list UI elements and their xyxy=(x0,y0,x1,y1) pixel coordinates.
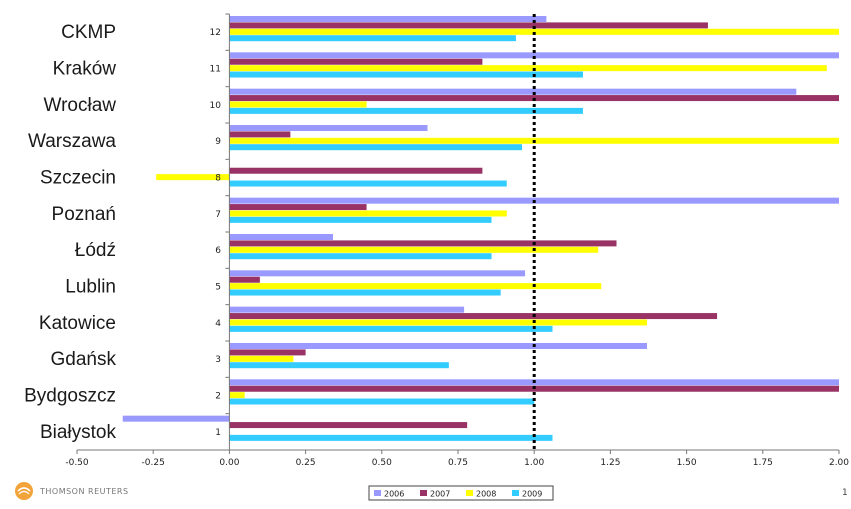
legend-swatch-2009 xyxy=(512,490,519,496)
bar-2009-8 xyxy=(229,289,501,296)
bar-2009-6 xyxy=(229,216,492,223)
bar-2006-4 xyxy=(229,125,428,131)
x-tick-label: 0.00 xyxy=(219,458,239,468)
bar-2008-1 xyxy=(229,28,839,35)
bar-2006-3 xyxy=(229,88,797,95)
category-number: 2 xyxy=(215,392,221,402)
bar-2006-12 xyxy=(122,415,230,422)
category-number: 1 xyxy=(215,428,221,438)
bar-2009-9 xyxy=(229,325,553,332)
category-label: Łódź xyxy=(75,240,116,261)
x-tick-label: 0.75 xyxy=(448,458,468,468)
legend-label: 2009 xyxy=(522,490,542,499)
category-number: 12 xyxy=(210,28,221,38)
brand-name: THOMSON REUTERS xyxy=(40,486,129,496)
category-label: Lublin xyxy=(65,277,116,298)
category-number: 10 xyxy=(210,101,222,111)
bar-2006-9 xyxy=(229,306,465,313)
bar-2007-5 xyxy=(229,167,483,174)
bar-2008-9 xyxy=(229,319,647,326)
bar-2007-4 xyxy=(229,131,291,138)
bar-2007-6 xyxy=(229,204,367,211)
legend-swatch-2008 xyxy=(466,490,473,496)
bar-2006-10 xyxy=(229,343,647,349)
bar-2008-3 xyxy=(229,101,367,108)
bar-2009-2 xyxy=(229,71,583,78)
bar-2007-8 xyxy=(229,276,260,283)
bar-2008-5 xyxy=(156,174,230,181)
legend-label: 2006 xyxy=(384,490,404,499)
category-label: Katowice xyxy=(39,313,116,334)
x-tick-label: 2.00 xyxy=(829,458,849,468)
legend-label: 2008 xyxy=(476,490,496,499)
legend-swatch-2006 xyxy=(374,490,381,496)
x-tick-label: 1.25 xyxy=(600,458,620,468)
x-tick-label: 1.75 xyxy=(753,458,773,468)
x-tick-label: 0.25 xyxy=(296,458,316,468)
category-label: Białystok xyxy=(40,422,117,443)
category-number: 4 xyxy=(215,319,221,329)
bar-2009-7 xyxy=(229,253,492,260)
thomson-reuters-logo: THOMSON REUTERS xyxy=(14,481,129,501)
bar-2006-8 xyxy=(229,270,526,277)
bar-2009-4 xyxy=(229,144,523,151)
bar-2008-7 xyxy=(229,246,599,253)
category-number: 5 xyxy=(215,283,221,293)
legend-swatch-2007 xyxy=(420,490,427,496)
bar-2009-11 xyxy=(229,398,535,405)
category-label: Szczecin xyxy=(40,168,116,189)
category-number: 7 xyxy=(215,210,221,220)
category-label: Bydgoszcz xyxy=(24,386,116,407)
x-tick-label: 1.00 xyxy=(524,458,544,468)
bar-2007-12 xyxy=(229,422,468,429)
category-label: Gdańsk xyxy=(51,349,117,370)
logo-icon xyxy=(15,482,33,500)
bar-2007-2 xyxy=(229,58,483,65)
category-label: Kraków xyxy=(53,59,117,80)
bar-2006-7 xyxy=(229,234,334,240)
x-tick-label: -0.50 xyxy=(65,458,89,468)
legend-box xyxy=(368,485,554,501)
category-number: 11 xyxy=(210,65,221,75)
bar-2009-1 xyxy=(229,35,516,42)
bar-2008-11 xyxy=(229,392,245,399)
x-tick-label: 1.50 xyxy=(677,458,697,468)
bar-2009-10 xyxy=(229,362,449,369)
page-number: 1 xyxy=(842,488,848,498)
category-number: 3 xyxy=(215,355,221,365)
legend-label: 2007 xyxy=(430,490,450,499)
bar-2009-5 xyxy=(229,180,507,187)
bar-2009-3 xyxy=(229,107,583,114)
category-label: CKMP xyxy=(61,22,116,43)
bar-2007-9 xyxy=(229,313,718,320)
bar-2007-7 xyxy=(229,240,617,247)
bar-2008-8 xyxy=(229,283,602,290)
x-tick-label: -0.25 xyxy=(142,458,165,468)
bar-2008-2 xyxy=(229,65,827,72)
bar-2006-2 xyxy=(229,52,839,59)
bar-2009-12 xyxy=(229,434,553,441)
category-number: 8 xyxy=(215,174,221,184)
category-number: 6 xyxy=(215,246,221,256)
bar-2007-1 xyxy=(229,22,708,29)
bar-2007-10 xyxy=(229,349,306,356)
category-label: Warszawa xyxy=(28,131,116,152)
category-number: 9 xyxy=(215,137,221,147)
x-tick-label: 0.50 xyxy=(372,458,392,468)
bar-2006-1 xyxy=(229,16,547,22)
bar-2008-10 xyxy=(229,355,294,362)
category-label: Wrocław xyxy=(44,95,117,116)
category-label: Poznań xyxy=(52,204,116,225)
bar-2008-6 xyxy=(229,210,507,217)
